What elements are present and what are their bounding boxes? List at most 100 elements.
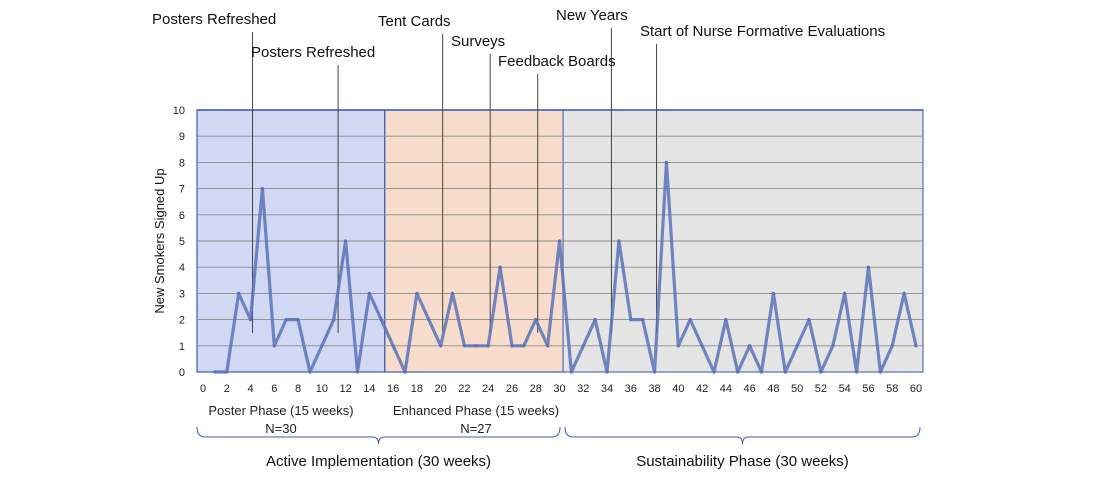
annotation-label-6: New Years bbox=[556, 7, 628, 24]
data-point bbox=[617, 239, 621, 243]
x-tick-label: 30 bbox=[553, 383, 565, 395]
data-point bbox=[213, 370, 217, 374]
data-point bbox=[474, 344, 478, 348]
x-tick-label: 10 bbox=[316, 383, 328, 395]
group-label-1: Active Implementation (30 weeks) bbox=[266, 453, 491, 470]
phase-summary: Poster Phase (15 weeks) N=30 Enhanced Phas… bbox=[196, 403, 921, 470]
x-tick-label: 36 bbox=[625, 383, 637, 395]
data-point bbox=[415, 291, 419, 295]
phase-n-2: N=27 bbox=[460, 421, 491, 436]
annotation-label-4: Surveys bbox=[451, 33, 505, 50]
data-point bbox=[332, 318, 336, 322]
data-point bbox=[629, 318, 633, 322]
data-point bbox=[700, 344, 704, 348]
y-tick-label: 7 bbox=[179, 184, 185, 196]
tick-labels: 0 2 4 6 8 10 12 14 16 18 20 22 24 26 28 30 32 34 36 38 40 42 4… bbox=[173, 105, 922, 395]
x-tick-label: 44 bbox=[720, 383, 732, 395]
x-tick-label: 56 bbox=[862, 383, 874, 395]
data-point bbox=[819, 370, 823, 374]
x-tick-label: 6 bbox=[271, 383, 277, 395]
data-point bbox=[688, 318, 692, 322]
data-point bbox=[605, 370, 609, 374]
x-tick-label: 38 bbox=[648, 383, 660, 395]
data-point bbox=[902, 291, 906, 295]
x-tick-label: 22 bbox=[458, 383, 470, 395]
y-tick-label: 1 bbox=[179, 341, 185, 353]
x-tick-label: 40 bbox=[672, 383, 684, 395]
data-point bbox=[486, 344, 490, 348]
x-tick-label: 16 bbox=[387, 383, 399, 395]
annotation-label-3: Tent Cards bbox=[378, 13, 451, 30]
data-point bbox=[914, 344, 918, 348]
data-point bbox=[498, 265, 502, 269]
x-tick-label: 34 bbox=[601, 383, 613, 395]
x-tick-label: 58 bbox=[886, 383, 898, 395]
data-point bbox=[320, 344, 324, 348]
data-point bbox=[284, 318, 288, 322]
y-tick-label: 6 bbox=[179, 210, 185, 222]
x-tick-label: 26 bbox=[506, 383, 518, 395]
data-point bbox=[795, 344, 799, 348]
series-line-1 bbox=[214, 160, 918, 374]
data-point bbox=[759, 370, 764, 374]
x-tick-label: 32 bbox=[577, 383, 589, 395]
data-point bbox=[557, 239, 562, 243]
data-point bbox=[546, 344, 550, 348]
y-tick-label: 2 bbox=[179, 315, 185, 327]
phase-n-1: N=30 bbox=[265, 421, 296, 436]
y-axis-label: New Smokers Signed Up bbox=[152, 168, 167, 313]
annotation-label-1: Posters Refreshed bbox=[152, 11, 276, 28]
data-point bbox=[807, 318, 811, 322]
data-point bbox=[569, 370, 573, 374]
phase-name-1: Poster Phase (15 weeks) bbox=[208, 403, 353, 418]
annotation-label-7: Start of Nurse Formative Evaluations bbox=[640, 23, 885, 40]
data-point bbox=[248, 318, 253, 322]
group-bracket-1 bbox=[196, 426, 561, 445]
x-tick-label: 2 bbox=[224, 383, 230, 395]
data-point bbox=[783, 370, 787, 374]
data-point bbox=[427, 318, 431, 322]
x-tick-label: 60 bbox=[910, 383, 922, 395]
group-label-2: Sustainability Phase (30 weeks) bbox=[636, 453, 849, 470]
data-point bbox=[854, 370, 859, 374]
data-point bbox=[890, 344, 894, 348]
x-tick-label: 18 bbox=[411, 383, 423, 395]
y-tick-label: 10 bbox=[173, 105, 185, 117]
x-tick-label: 4 bbox=[247, 383, 253, 395]
data-point bbox=[593, 318, 597, 322]
y-tick-label: 3 bbox=[179, 288, 185, 300]
data-point bbox=[712, 370, 716, 374]
y-tick-label: 5 bbox=[179, 236, 185, 248]
data-point bbox=[367, 291, 371, 295]
x-tick-label: 14 bbox=[363, 383, 375, 395]
y-tick-label: 8 bbox=[179, 157, 185, 169]
data-point bbox=[439, 344, 443, 348]
group-bracket-2 bbox=[564, 426, 921, 445]
x-tick-label: 28 bbox=[530, 383, 542, 395]
data-point bbox=[260, 187, 265, 191]
data-point bbox=[831, 344, 835, 348]
data-point bbox=[308, 370, 312, 374]
data-point bbox=[866, 265, 871, 269]
data-point bbox=[237, 291, 241, 295]
x-tick-label: 0 bbox=[200, 383, 206, 395]
y-tick-label: 4 bbox=[179, 262, 185, 274]
series-layer bbox=[213, 160, 918, 374]
x-tick-label: 50 bbox=[791, 383, 803, 395]
y-tick-label: 0 bbox=[179, 367, 185, 379]
x-tick-label: 24 bbox=[482, 383, 494, 395]
data-point bbox=[534, 318, 538, 322]
data-point bbox=[403, 370, 407, 374]
data-point bbox=[652, 370, 657, 374]
annotation-label-5: Feedback Boards bbox=[498, 53, 616, 70]
data-point bbox=[355, 370, 360, 374]
x-tick-label: 42 bbox=[696, 383, 708, 395]
data-point bbox=[676, 344, 680, 348]
data-point bbox=[878, 370, 882, 374]
data-point bbox=[843, 291, 847, 295]
data-point bbox=[664, 160, 669, 164]
data-point bbox=[379, 318, 383, 322]
x-tick-label: 54 bbox=[839, 383, 851, 395]
